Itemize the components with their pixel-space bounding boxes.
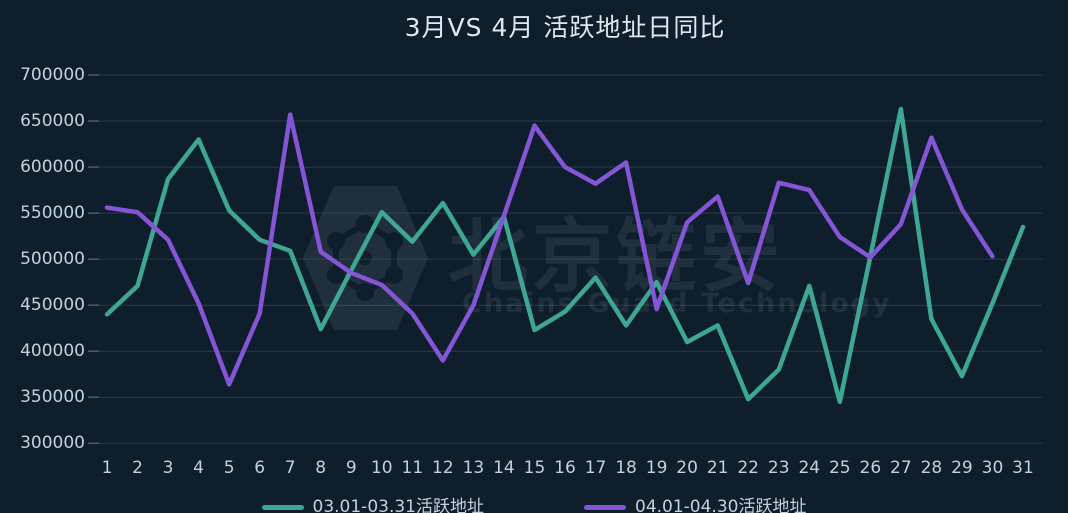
x-axis-label: 31 [1012,458,1034,478]
x-axis-label: 26 [859,458,882,478]
legend-label-march: 03.01-03.31活跃地址 [312,497,484,513]
series-line-march [104,106,1026,405]
x-axis-label: 28 [920,458,943,478]
series-line-april [104,112,995,387]
x-axis-label: 1 [101,458,113,478]
y-axis-label: 350000 [20,387,85,408]
legend-label-april: 04.01-04.30活跃地址 [635,497,807,513]
x-axis-label: 30 [981,458,1004,478]
x-axis-label: 17 [584,458,607,478]
x-axis-label: 27 [890,458,912,478]
x-axis-label: 13 [462,458,485,478]
legend: 03.01-03.31活跃地址 04.01-04.30活跃地址 [0,497,1068,513]
y-axis-label: 450000 [20,295,85,316]
x-axis-label: 7 [284,458,296,478]
x-axis-label: 12 [432,458,454,478]
x-axis-label: 19 [645,458,668,478]
y-axis-label: 650000 [20,111,85,132]
legend-item-march[interactable]: 03.01-03.31活跃地址 [261,497,484,513]
x-axis-label: 2 [132,458,143,478]
x-axis-label: 22 [737,458,759,478]
x-axis-label: 4 [193,458,204,478]
x-axis-label: 3 [162,458,174,478]
x-axis-label: 16 [554,458,576,478]
x-axis-label: 14 [493,458,515,478]
x-axis-label: 25 [828,458,851,478]
y-axis-label: 400000 [20,341,85,362]
x-axis-label: 8 [315,458,327,478]
y-axis-label: 300000 [20,433,85,454]
x-axis-label: 23 [767,458,790,478]
x-axis-label: 5 [223,458,235,478]
legend-swatch-april-icon [584,504,626,510]
x-axis-label: 21 [706,458,729,478]
x-axis-label: 6 [254,458,266,478]
x-axis-label: 24 [798,458,821,478]
y-axis-label: 700000 [20,65,85,85]
x-axis-label: 9 [345,458,357,478]
x-axis-label: 15 [523,458,546,478]
y-axis-label: 550000 [20,203,85,224]
y-axis-label: 500000 [20,249,85,270]
x-axis-label: 10 [370,458,393,478]
x-axis-label: 20 [676,458,698,478]
y-axis-label: 600000 [20,157,85,178]
chart-title: 3月VS 4月 活跃地址日同比 [404,13,726,42]
x-axis-label: 18 [615,458,637,478]
x-axis-label: 29 [951,458,973,478]
legend-swatch-march-icon [261,504,304,510]
legend-item-april[interactable]: 04.01-04.30活跃地址 [584,497,806,513]
x-axis-label: 11 [401,458,424,478]
